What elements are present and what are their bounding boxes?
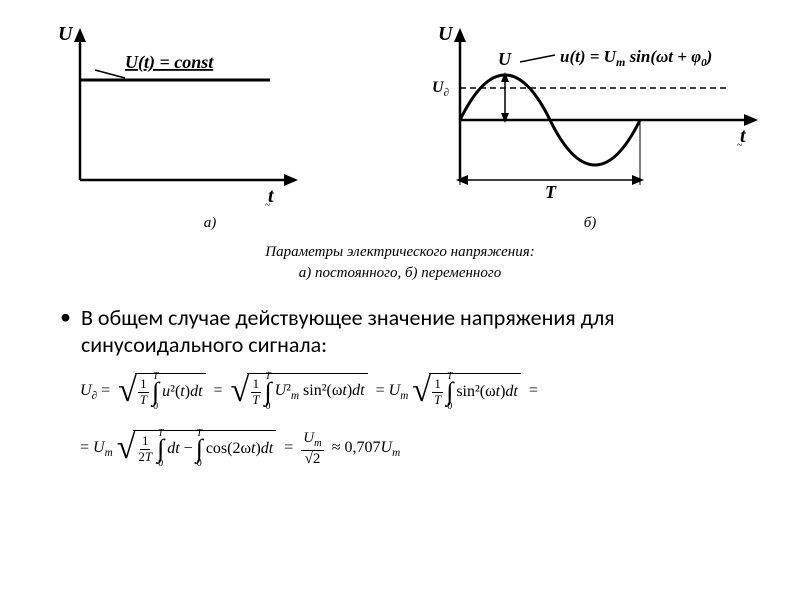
caption-line1: Параметры электрического напряжения:: [265, 244, 534, 260]
equation-line-2: = Um √ 12T T∫0 dt − T∫0 cos(2ωt)dt = Um√…: [80, 430, 780, 467]
period-label: T: [545, 182, 557, 202]
bullet-paragraph: • В общем случае действующее значение на…: [20, 304, 780, 358]
y-axis-label-right: U: [438, 23, 454, 45]
peak-label: U: [498, 49, 512, 69]
diagrams-row: U(t) = const U t ~ а): [20, 20, 780, 232]
diagram-constant: U(t) = const U t ~ а): [40, 20, 380, 232]
diagram-sine: U t ~ U U∂ T u(t) = Um sin(ωt + φ0) б): [420, 20, 760, 232]
figure-caption: Параметры электрического напряжения: а) …: [20, 242, 780, 284]
sine-voltage-plot: U t ~ U U∂ T u(t) = Um sin(ωt + φ0): [420, 20, 780, 210]
formula-block: U∂ = √ 1T T∫0 u²(t)dt = √ 1T T∫0 U²m sin…: [20, 373, 780, 467]
sublabel-a: а): [40, 215, 380, 232]
sine-equation: u(t) = Um sin(ωt + φ0): [560, 47, 712, 69]
y-axis-label-left: U: [58, 23, 74, 45]
svg-text:~: ~: [265, 200, 271, 210]
const-equation: U(t) = const: [125, 52, 214, 73]
svg-text:~: ~: [737, 140, 743, 151]
sublabel-b: б): [420, 215, 760, 232]
rms-label: U∂: [432, 79, 449, 99]
equation-line-1: U∂ = √ 1T T∫0 u²(t)dt = √ 1T T∫0 U²m sin…: [80, 373, 780, 410]
constant-voltage-plot: U(t) = const U t ~: [40, 20, 320, 210]
bullet-marker: •: [60, 304, 71, 330]
caption-line2: а) постоянного, б) переменного: [299, 265, 501, 281]
bullet-content: В общем случае действующее значение напр…: [81, 304, 780, 358]
